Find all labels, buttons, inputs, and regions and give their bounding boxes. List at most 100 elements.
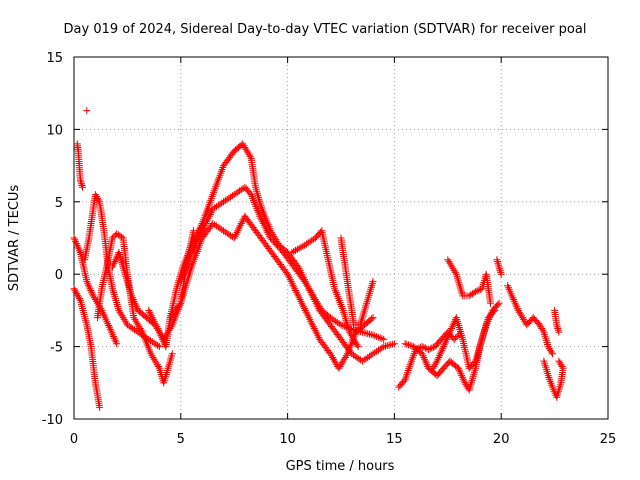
data-point-plus bbox=[71, 236, 79, 244]
data-point-plus bbox=[150, 339, 158, 347]
data-point-plus bbox=[86, 285, 94, 293]
data-point-plus bbox=[373, 347, 381, 355]
data-point-plus bbox=[274, 242, 282, 250]
series-track-9 bbox=[166, 212, 377, 372]
data-point-plus bbox=[553, 321, 561, 329]
data-point-plus bbox=[364, 354, 372, 361]
data-point-plus bbox=[430, 363, 438, 370]
data-point-plus bbox=[309, 321, 316, 329]
x-tick-label: 10 bbox=[279, 432, 296, 447]
data-point-plus bbox=[188, 247, 196, 255]
data-point-plus bbox=[147, 350, 155, 358]
data-point-plus bbox=[302, 279, 310, 287]
data-point-plus bbox=[404, 367, 412, 374]
data-point-plus bbox=[298, 299, 306, 307]
data-point-plus bbox=[538, 325, 546, 332]
series-track-17 bbox=[504, 282, 556, 358]
x-tick-label: 25 bbox=[600, 432, 617, 447]
data-point-plus bbox=[459, 373, 466, 381]
series-outlier bbox=[83, 107, 91, 115]
data-point-plus bbox=[441, 339, 449, 347]
data-point-plus bbox=[293, 288, 300, 296]
data-point-plus bbox=[461, 379, 469, 387]
data-point-plus bbox=[70, 285, 78, 293]
series-track-2 bbox=[70, 234, 121, 348]
data-point-plus bbox=[111, 258, 119, 265]
data-point-plus bbox=[85, 283, 93, 291]
data-point-plus bbox=[330, 355, 337, 363]
data-point-plus bbox=[449, 321, 457, 329]
data-point-plus bbox=[72, 239, 80, 247]
data-point-plus bbox=[300, 303, 308, 311]
data-point-plus bbox=[374, 333, 382, 341]
data-point-plus bbox=[496, 267, 504, 275]
data-point-plus bbox=[79, 183, 86, 191]
data-point-plus bbox=[232, 230, 240, 238]
data-point-plus bbox=[378, 344, 386, 352]
data-point-plus bbox=[227, 232, 235, 240]
data-point-plus bbox=[151, 357, 159, 365]
data-point-plus bbox=[455, 366, 463, 374]
data-point-plus bbox=[228, 192, 236, 200]
data-point-plus bbox=[303, 310, 311, 318]
data-point-plus bbox=[231, 232, 239, 240]
data-point-plus bbox=[204, 216, 211, 224]
data-point-plus bbox=[306, 287, 314, 294]
data-point-plus bbox=[242, 145, 250, 153]
series-track-11 bbox=[337, 234, 377, 329]
series-track-19 bbox=[551, 306, 563, 336]
data-point-plus bbox=[368, 315, 376, 323]
data-point-plus bbox=[237, 220, 245, 227]
data-point-plus bbox=[491, 306, 499, 314]
data-point-plus bbox=[313, 330, 321, 338]
data-point-plus bbox=[134, 321, 142, 329]
grid-layer bbox=[74, 57, 608, 419]
data-point-plus bbox=[156, 330, 164, 338]
data-point-plus bbox=[88, 290, 96, 298]
data-point-plus bbox=[290, 283, 298, 291]
data-point-plus bbox=[284, 270, 292, 278]
data-point-plus bbox=[202, 220, 210, 227]
data-point-plus bbox=[421, 344, 429, 352]
data-point-plus bbox=[423, 361, 431, 369]
data-point-plus bbox=[448, 263, 456, 271]
data-point-plus bbox=[236, 223, 243, 231]
data-point-plus bbox=[286, 276, 294, 284]
data-point-plus bbox=[316, 303, 324, 311]
data-point-plus bbox=[401, 340, 409, 348]
data-point-plus bbox=[418, 350, 426, 358]
data-point-plus bbox=[475, 286, 483, 294]
data-point-plus bbox=[408, 342, 416, 350]
chart-title: Day 019 of 2024, Sidereal Day-to-day VTE… bbox=[64, 22, 587, 37]
data-point-plus bbox=[371, 349, 379, 357]
data-point-plus bbox=[75, 293, 83, 301]
data-point-plus bbox=[118, 312, 126, 320]
data-point-plus bbox=[122, 319, 130, 327]
data-point-plus bbox=[204, 214, 212, 222]
data-point-plus bbox=[555, 328, 563, 336]
data-point-plus bbox=[360, 356, 368, 364]
data-point-plus bbox=[315, 301, 323, 309]
data-point-plus bbox=[554, 326, 562, 334]
data-point-plus bbox=[421, 355, 429, 363]
data-point-plus bbox=[117, 310, 125, 318]
data-point-plus bbox=[207, 209, 215, 217]
data-point-plus bbox=[111, 336, 119, 344]
data-point-plus bbox=[83, 107, 91, 115]
data-point-plus bbox=[326, 314, 334, 322]
data-point-plus bbox=[450, 335, 458, 343]
series-track-13 bbox=[401, 299, 503, 394]
data-point-plus bbox=[352, 339, 360, 347]
data-point-plus bbox=[154, 363, 162, 370]
data-point-plus bbox=[159, 335, 167, 343]
data-point-plus bbox=[96, 403, 104, 411]
y-tick-label: -5 bbox=[50, 341, 63, 356]
series-track-12 bbox=[395, 328, 462, 391]
data-point-plus bbox=[516, 310, 524, 318]
y-tick-label: 15 bbox=[46, 51, 63, 66]
data-point-plus bbox=[559, 364, 567, 372]
data-point-plus bbox=[203, 218, 211, 226]
data-point-plus bbox=[448, 323, 456, 331]
data-point-plus bbox=[350, 335, 358, 343]
data-point-plus bbox=[406, 361, 414, 369]
